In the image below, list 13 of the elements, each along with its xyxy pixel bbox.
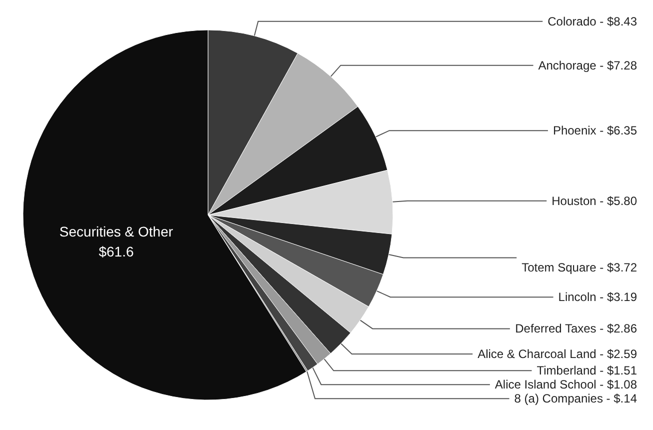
slice-label: Alice & Charcoal Land - $2.59: [478, 347, 638, 362]
slice-label: Securities & Other: [59, 223, 174, 240]
slice-label: Timberland - $1.51: [536, 364, 638, 378]
slice-label: Phoenix - $6.35: [552, 124, 638, 138]
slice-label: Totem Square - $3.72: [522, 260, 638, 274]
data-label: $61.6: [98, 243, 134, 260]
slice-label: Anchorage - $7.28: [538, 58, 638, 72]
slice-label: Houston - $5.80: [552, 194, 638, 208]
slice-label: Alice Island School - $1.08: [494, 378, 638, 392]
slice-label: Colorado - $8.43: [548, 14, 638, 28]
slice-label: Lincoln - $3.19: [558, 290, 638, 304]
slice-label: Deferred Taxes - $2.86: [515, 322, 638, 336]
slice-label: 8 (a) Companies - $.14: [514, 392, 638, 406]
